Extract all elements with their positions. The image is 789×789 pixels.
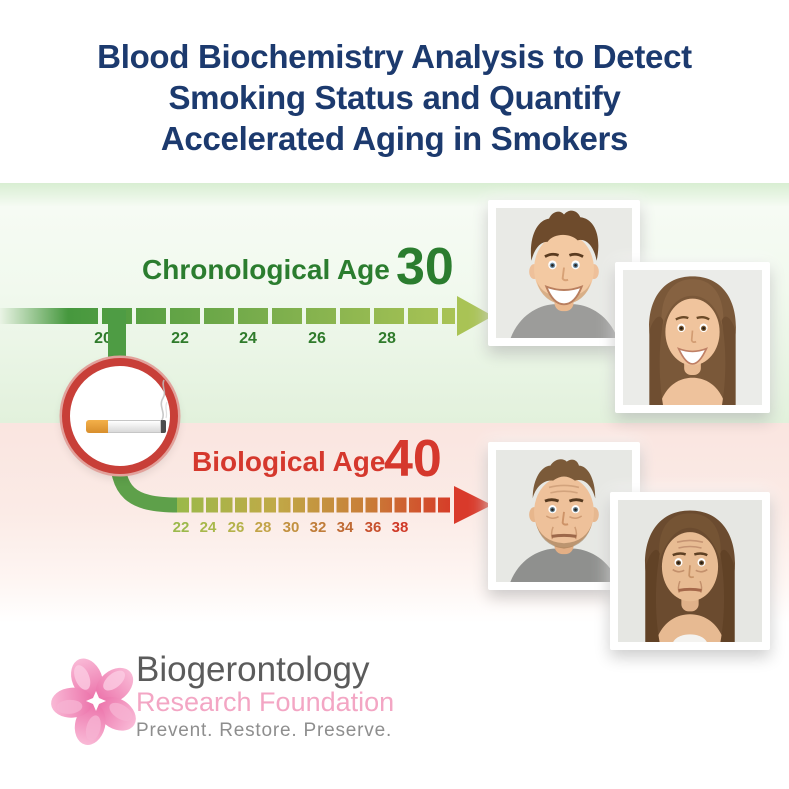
aged-woman-portrait [618, 500, 762, 642]
logo-flower-icon [51, 658, 136, 745]
biological-tick: 24 [199, 519, 217, 536]
red-arrow-icon [454, 486, 492, 524]
biological-tick: 34 [336, 519, 354, 536]
logo-org-subtitle: Research Foundation [136, 687, 395, 717]
green-arrow-icon [457, 296, 493, 336]
chronological-tick: 22 [171, 330, 189, 347]
biological-age-value: 40 [384, 430, 442, 488]
biological-tick: 32 [309, 519, 327, 536]
chronological-tick: 20 [94, 330, 112, 347]
chronological-tick: 24 [239, 330, 257, 347]
chronological-timeline [0, 296, 493, 376]
title-line-3: Accelerated Aging in Smokers [160, 120, 629, 157]
chronological-age-value: 30 [396, 238, 454, 296]
page-title: Blood Biochemistry Analysis to Detect Sm… [0, 36, 789, 159]
cigarette-icon [86, 420, 166, 433]
biological-age-label: Biological Age [192, 446, 386, 477]
chronological-age-label: Chronological Age [142, 254, 390, 285]
biological-timeline [177, 486, 492, 524]
aged-man-portrait [496, 450, 632, 582]
biological-tick: 36 [364, 519, 382, 536]
biological-tick: 30 [282, 519, 300, 536]
photo-aged-woman [610, 492, 770, 650]
photo-young-man [488, 200, 640, 346]
logo-tagline: Prevent. Restore. Preserve. [136, 720, 393, 741]
biological-tick: 38 [391, 519, 409, 536]
title-line-1: Blood Biochemistry Analysis to Detect [97, 38, 692, 75]
chronological-tick: 28 [378, 330, 396, 347]
biological-tick: 28 [254, 519, 272, 536]
smoking-badge [62, 358, 178, 474]
biological-tick: 22 [172, 519, 190, 536]
logo-org-name: Biogerontology [136, 650, 370, 689]
smoke-icon [160, 379, 168, 421]
biological-tick: 26 [227, 519, 245, 536]
young-woman-portrait [623, 270, 762, 405]
chronological-tick: 26 [308, 330, 326, 347]
photo-young-woman [615, 262, 770, 413]
young-man-portrait [496, 208, 632, 338]
title-line-2: Smoking Status and Quantify [168, 79, 621, 116]
